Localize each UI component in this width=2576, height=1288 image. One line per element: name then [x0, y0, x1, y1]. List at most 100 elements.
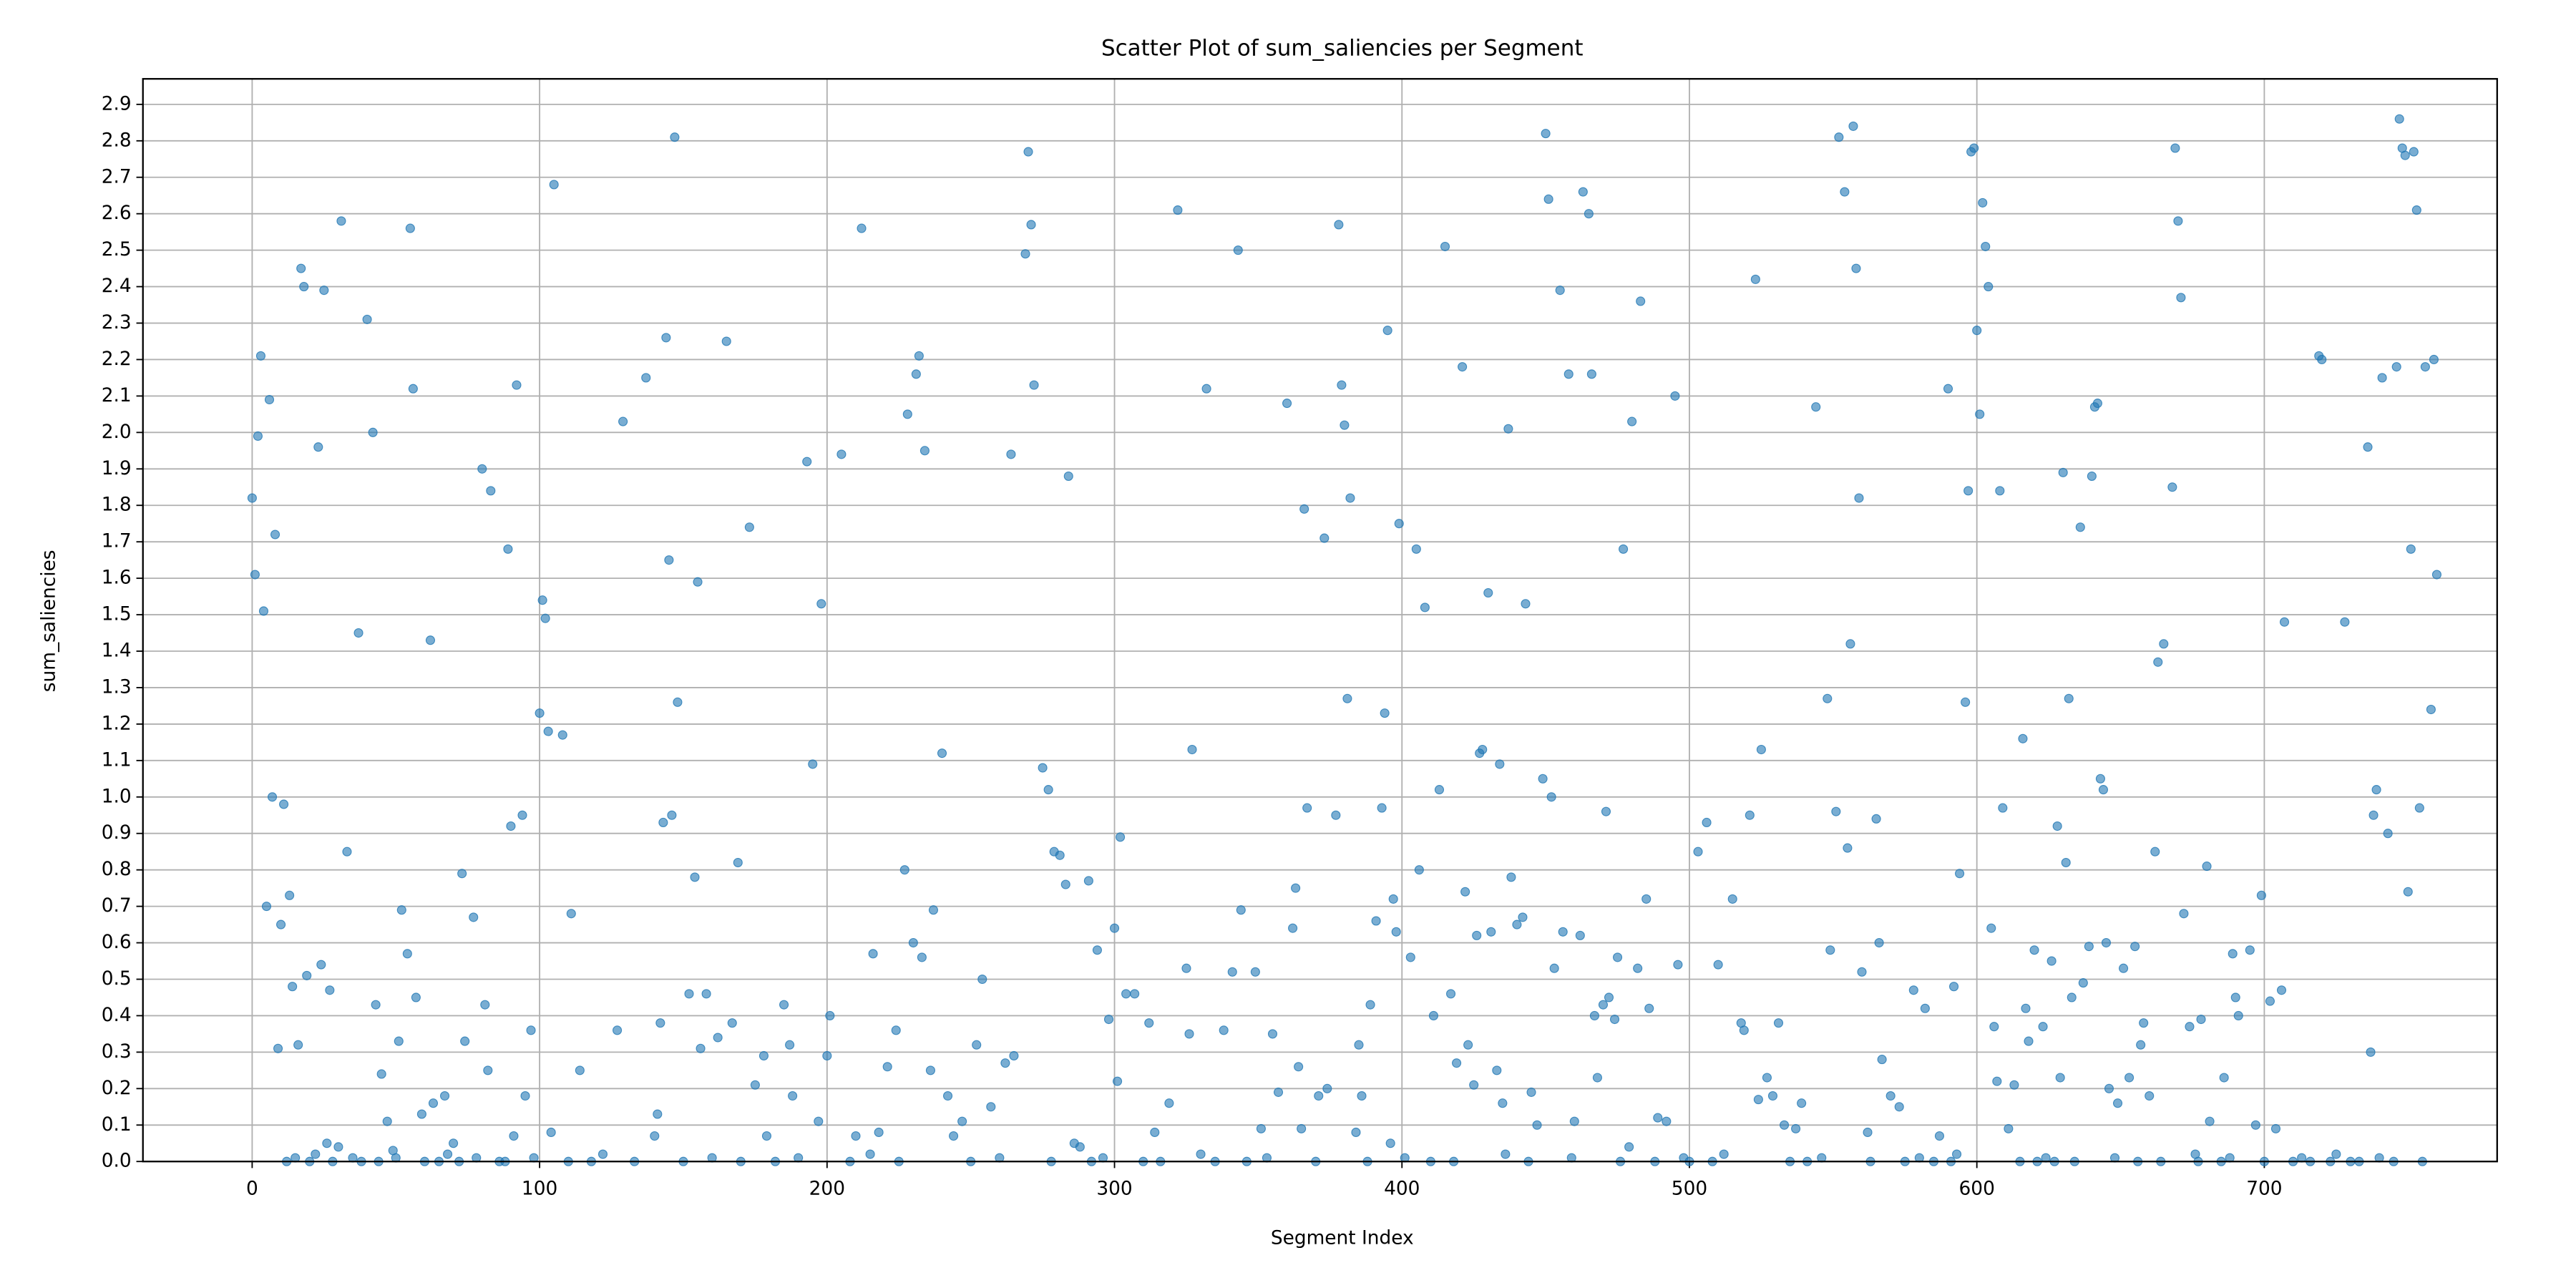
point: [1233, 245, 1243, 255]
point: [1083, 876, 1093, 886]
point: [1753, 1095, 1763, 1105]
point: [1843, 843, 1853, 853]
point: [1584, 209, 1594, 219]
point: [658, 817, 668, 827]
point: [566, 909, 576, 919]
y-tick-label: 2.3: [102, 311, 132, 333]
point: [882, 1062, 892, 1072]
point: [908, 938, 918, 948]
point: [2052, 821, 2062, 831]
point: [1575, 930, 1585, 940]
point: [673, 697, 683, 707]
point: [1644, 1003, 1654, 1013]
point: [1144, 1018, 1154, 1028]
y-tick-label: 0.9: [102, 821, 132, 844]
point: [1840, 187, 1850, 197]
point: [2377, 373, 2387, 383]
point: [405, 223, 415, 233]
point: [1558, 927, 1568, 937]
point: [1702, 817, 1712, 827]
point: [1121, 989, 1131, 999]
point: [1038, 763, 1048, 773]
point: [802, 457, 812, 467]
point: [302, 970, 312, 980]
y-tick-label: 0.3: [102, 1040, 132, 1063]
point: [2095, 774, 2105, 784]
point: [2136, 1040, 2146, 1050]
point: [1181, 963, 1191, 973]
point: [1273, 1087, 1284, 1097]
point: [825, 1010, 835, 1020]
point: [667, 810, 677, 820]
point: [264, 394, 275, 405]
point: [1727, 894, 1737, 904]
point: [1998, 803, 2008, 813]
point: [701, 989, 711, 999]
y-tick-label: 2.9: [102, 92, 132, 114]
y-tick-label: 1.7: [102, 530, 132, 552]
point: [758, 1050, 769, 1061]
point: [2256, 890, 2266, 900]
point: [957, 1116, 967, 1126]
point: [1521, 599, 1531, 609]
point: [540, 613, 550, 623]
point: [653, 1109, 663, 1119]
point: [750, 1080, 760, 1090]
point: [1236, 905, 1246, 915]
point: [2409, 147, 2419, 157]
point: [1469, 1080, 1479, 1090]
point: [1943, 384, 1953, 394]
point: [2411, 205, 2421, 215]
point: [1848, 121, 1858, 131]
point: [1009, 1050, 1019, 1061]
point: [1609, 1014, 1620, 1025]
point: [1773, 1018, 1784, 1028]
y-tick-label: 1.0: [102, 785, 132, 807]
point: [1173, 205, 1183, 215]
point: [382, 1116, 392, 1126]
point: [1949, 982, 1959, 992]
point: [2061, 857, 2071, 868]
point: [1420, 602, 1430, 613]
point: [1382, 326, 1392, 336]
point: [1340, 420, 1350, 430]
point: [2058, 467, 2068, 477]
point: [2245, 945, 2255, 955]
y-tick-label: 0.7: [102, 894, 132, 917]
point: [1164, 1098, 1174, 1108]
point: [2101, 938, 2112, 948]
point: [2340, 617, 2350, 627]
point: [2394, 114, 2404, 124]
point: [557, 730, 567, 740]
point: [1549, 963, 1559, 973]
point: [247, 493, 257, 503]
point: [2426, 704, 2436, 715]
point: [396, 905, 406, 915]
y-tick-label: 1.5: [102, 603, 132, 625]
point: [1934, 1131, 1945, 1141]
point: [325, 985, 335, 995]
point: [814, 1116, 824, 1126]
point: [2368, 810, 2379, 820]
point: [1627, 416, 1637, 426]
point: [713, 1033, 723, 1043]
point: [1357, 1091, 1367, 1101]
point: [1662, 1116, 1672, 1126]
point: [693, 577, 703, 587]
point: [977, 974, 987, 985]
point: [486, 486, 496, 496]
point: [925, 1065, 935, 1075]
point: [285, 890, 295, 900]
point: [1877, 1055, 1887, 1065]
point: [2414, 803, 2424, 813]
point: [1975, 409, 1985, 419]
point: [1472, 930, 1482, 940]
point: [1492, 1065, 1502, 1075]
point: [2064, 693, 2074, 703]
point: [1673, 960, 1683, 970]
point: [1006, 449, 1016, 459]
point: [509, 1131, 519, 1141]
point: [1989, 1022, 1999, 1032]
point: [2139, 1018, 2149, 1028]
point: [1428, 1010, 1438, 1020]
